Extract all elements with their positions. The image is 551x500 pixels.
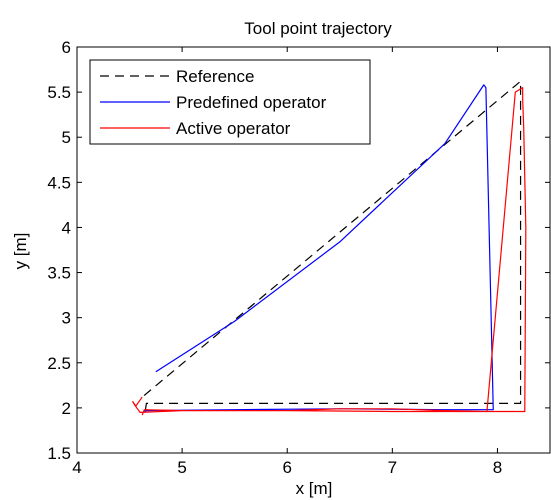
y-tick-label: 5.5: [47, 83, 71, 102]
y-tick-label: 6: [62, 38, 71, 57]
y-tick-label: 4.5: [47, 173, 71, 192]
legend-label: Active operator: [176, 119, 291, 138]
series-line-active-operator: [132, 87, 527, 416]
y-tick-label: 2: [62, 399, 71, 418]
chart-title: Tool point trajectory: [244, 19, 392, 38]
y-tick-label: 1.5: [47, 444, 71, 463]
plot-frame: [76, 46, 551, 454]
x-tick-label: 8: [493, 458, 502, 477]
x-tick-label: 7: [388, 458, 397, 477]
legend-label: Reference: [176, 67, 254, 86]
y-axis-label: y [m]: [11, 233, 30, 270]
x-tick-label: 5: [177, 458, 186, 477]
x-tick-label: 6: [282, 458, 291, 477]
y-tick-label: 3: [62, 309, 71, 328]
series-line-predefined-operator: [143, 84, 494, 413]
plot-area: [132, 80, 527, 416]
legend: Reference Predefined operator Active opera…: [89, 59, 371, 145]
y-tick-label: 2.5: [47, 354, 71, 373]
x-axis-label: x [m]: [296, 479, 333, 498]
axis-ticks: 4 5 6 7 8 1.5 2 2.5 3 3.5 4 4.5 5 5.5 6: [47, 38, 550, 477]
y-tick-label: 5: [62, 128, 71, 147]
y-tick-label: 4: [62, 218, 71, 237]
series-line-reference: [139, 80, 522, 411]
legend-label: Predefined operator: [176, 93, 327, 112]
y-tick-label: 3.5: [47, 264, 71, 283]
x-tick-label: 4: [72, 458, 81, 477]
